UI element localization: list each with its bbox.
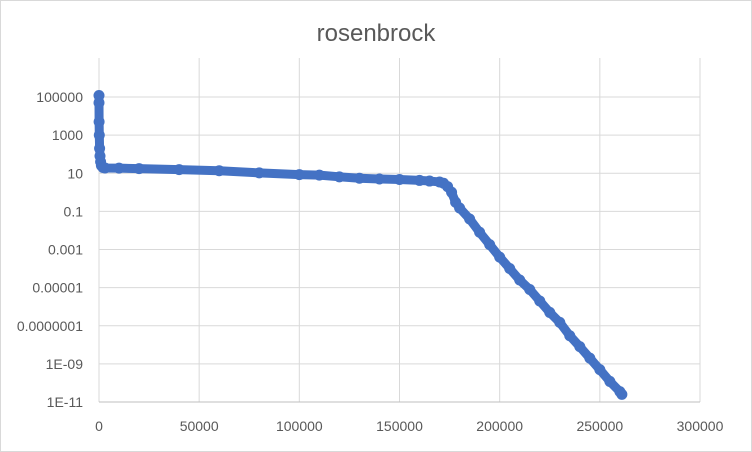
data-point — [93, 97, 105, 109]
data-point — [594, 364, 606, 376]
y-tick-label: 0.0000001 — [17, 318, 83, 334]
data-point — [93, 129, 105, 141]
data-point — [373, 173, 385, 185]
x-tick-label: 100000 — [276, 418, 323, 434]
y-tick-label: 0.1 — [64, 203, 84, 219]
data-point — [424, 175, 436, 187]
y-tick-label: 1000 — [52, 127, 83, 143]
data-point — [574, 341, 586, 353]
data-point — [474, 226, 486, 238]
data-point — [99, 162, 111, 174]
x-tick-label: 200000 — [476, 418, 523, 434]
data-point — [93, 116, 105, 128]
data-point — [394, 174, 405, 185]
x-tick-label: 300000 — [677, 418, 724, 434]
data-point — [133, 163, 145, 175]
data-point — [293, 169, 305, 181]
y-tick-label: 1E-11 — [47, 394, 84, 410]
data-point — [554, 316, 566, 328]
data-point — [494, 251, 506, 263]
data-point — [113, 162, 125, 174]
data-point — [446, 186, 458, 198]
data-point — [584, 352, 596, 364]
y-tick-label: 1E-09 — [46, 356, 84, 372]
x-tick-label: 150000 — [376, 418, 423, 434]
y-tick-label: 0.001 — [48, 242, 83, 258]
data-point — [514, 274, 526, 286]
data-point — [253, 167, 265, 179]
data-point — [504, 263, 516, 275]
data-point — [534, 295, 546, 307]
grid-lines — [98, 58, 701, 403]
data-point — [616, 388, 628, 400]
x-tick-label: 0 — [95, 418, 103, 434]
x-tick-label: 250000 — [576, 418, 623, 434]
data-point — [333, 171, 345, 183]
data-point — [604, 375, 616, 387]
data-point — [353, 172, 365, 184]
data-point — [464, 213, 476, 225]
series-trace — [94, 90, 627, 399]
data-point — [213, 165, 225, 177]
data-point — [414, 174, 426, 186]
y-tick-label: 10 — [67, 165, 83, 181]
chart-title: rosenbrock — [316, 20, 436, 47]
series-points — [93, 89, 628, 400]
data-point — [313, 169, 325, 181]
y-tick-label: 0.00001 — [32, 280, 83, 296]
data-point — [484, 239, 496, 251]
x-tick-label: 50000 — [180, 418, 219, 434]
data-point — [544, 306, 556, 318]
data-point — [524, 283, 536, 295]
data-point — [173, 164, 185, 176]
data-point — [454, 202, 466, 214]
y-tick-label: 100000 — [36, 89, 83, 105]
tick-labels: 0 50000 100000 150000 200000 250000 300000 1000… — [17, 89, 724, 434]
data-point — [564, 330, 576, 342]
